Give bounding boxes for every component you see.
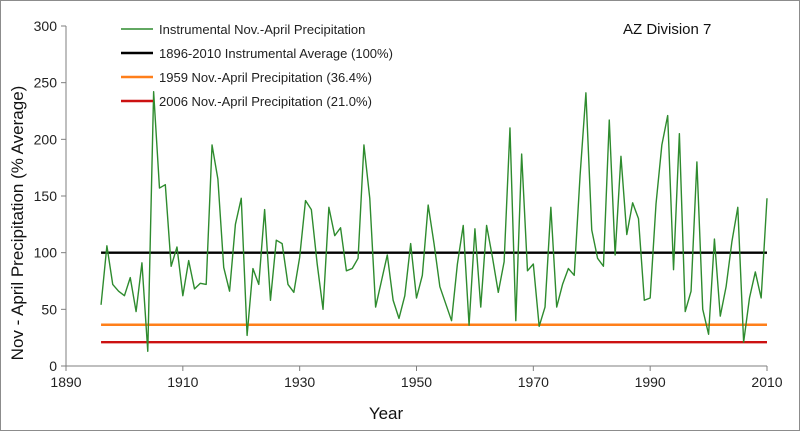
x-tick-label: 1990 xyxy=(635,374,666,390)
chart-annotation: AZ Division 7 xyxy=(623,21,711,38)
x-axis-title: Year xyxy=(369,404,404,423)
y-axis-ticks: 0 50 100 150 200 250 300 xyxy=(34,18,66,374)
legend-label: 1959 Nov.-April Precipitation (36.4%) xyxy=(159,70,372,85)
x-tick-label: 2010 xyxy=(751,374,782,390)
series-line-0 xyxy=(100,91,768,352)
y-tick-label: 150 xyxy=(34,188,58,204)
y-axis-title: Nov - April Precipitation (% Average) xyxy=(8,86,27,361)
y-tick-label: 50 xyxy=(41,301,57,317)
series-lines xyxy=(100,91,768,352)
x-tick-label: 1930 xyxy=(284,374,315,390)
legend: Instrumental Nov.-April Precipitation 189… xyxy=(121,22,393,109)
y-tick-label: 300 xyxy=(34,18,58,34)
legend-label: 1896-2010 Instrumental Average (100%) xyxy=(159,46,393,61)
x-tick-label: 1910 xyxy=(167,374,198,390)
x-tick-label: 1890 xyxy=(50,374,81,390)
legend-label: 2006 Nov.-April Precipitation (21.0%) xyxy=(159,94,372,109)
y-tick-label: 100 xyxy=(34,245,58,261)
y-tick-label: 250 xyxy=(34,75,58,91)
y-tick-label: 200 xyxy=(34,131,58,147)
y-tick-label: 0 xyxy=(49,358,57,374)
x-axis-ticks: 1890 1910 1930 1950 1970 1990 2010 xyxy=(50,366,783,390)
legend-label: Instrumental Nov.-April Precipitation xyxy=(159,22,365,37)
x-tick-label: 1950 xyxy=(401,374,432,390)
x-tick-label: 1970 xyxy=(518,374,549,390)
